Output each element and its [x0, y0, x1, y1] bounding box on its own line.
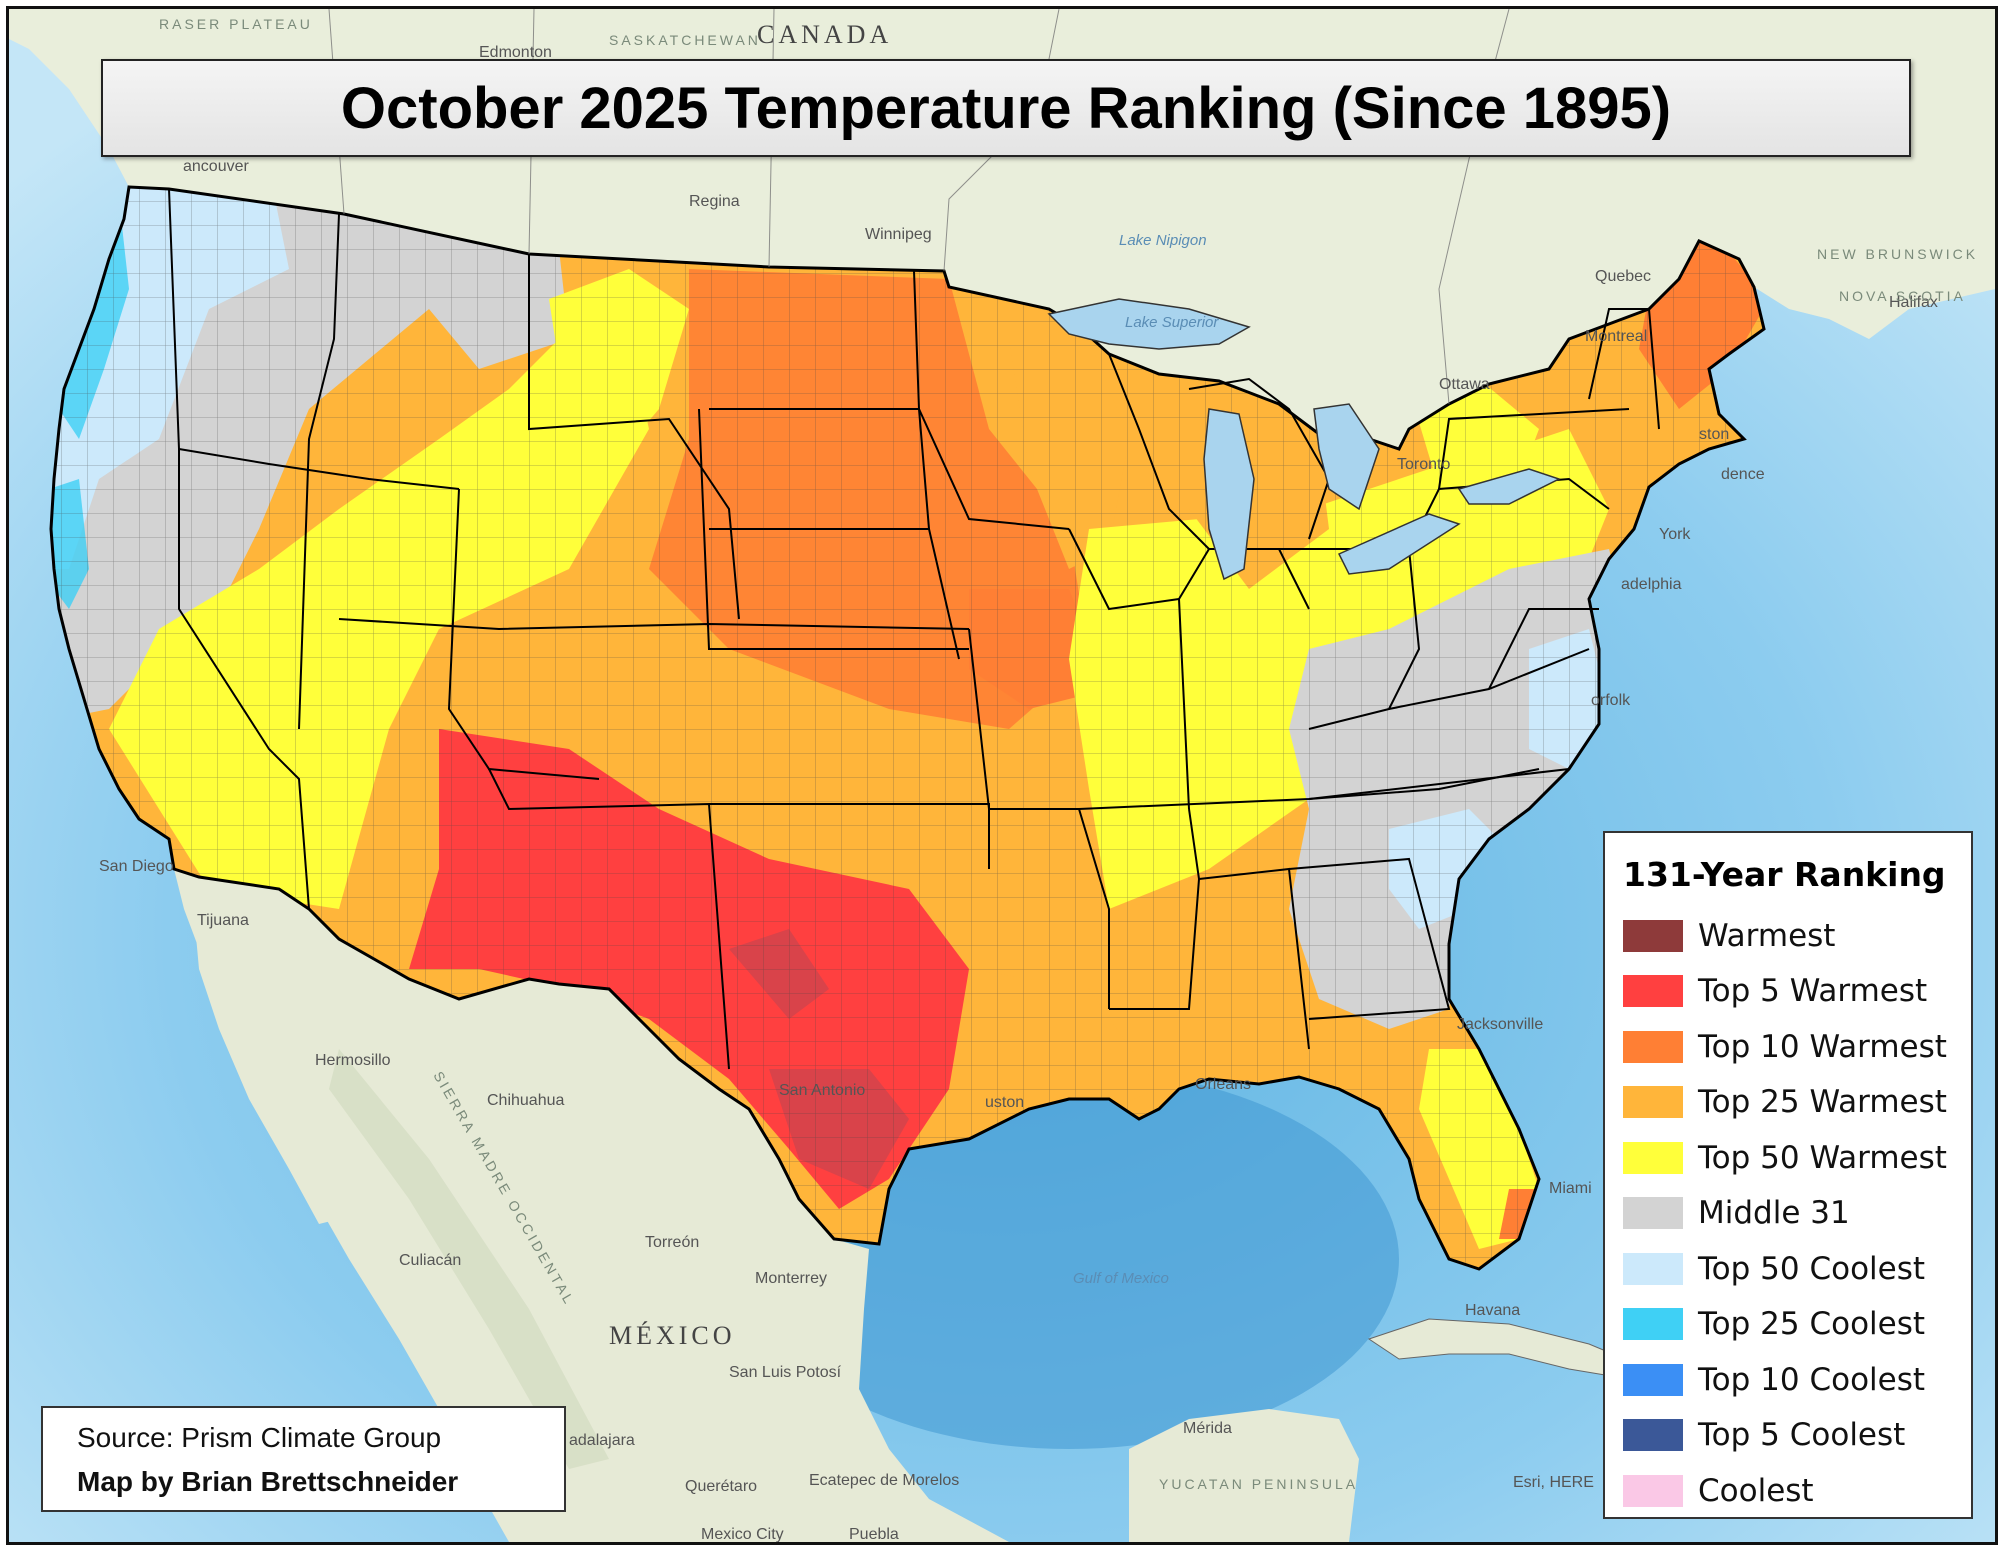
- legend-swatch: [1623, 1030, 1683, 1063]
- label-san-diego: San Diego: [99, 858, 174, 875]
- label-new-york: York: [1659, 526, 1691, 543]
- label-regina: Regina: [689, 193, 740, 210]
- legend-label: Top 5 Coolest: [1698, 1417, 1906, 1454]
- legend-item: Top 25 Coolest: [1623, 1297, 1971, 1353]
- legend-swatch: [1623, 1197, 1683, 1230]
- label-guadalajara: adalajara: [569, 1432, 635, 1449]
- legend: 131-Year Ranking Warmest Top 5 Warmest Top…: [1603, 831, 1973, 1519]
- label-norfolk: orfolk: [1591, 692, 1631, 709]
- legend-item: Middle 31: [1623, 1186, 1971, 1242]
- label-philadelphia: adelphia: [1621, 576, 1682, 593]
- legend-swatch: [1623, 1141, 1683, 1174]
- label-lake-superior: Lake Superior: [1125, 314, 1219, 331]
- label-toronto: Toronto: [1397, 456, 1450, 473]
- lake-huron: [1313, 403, 1380, 511]
- label-puebla: Puebla: [849, 1526, 899, 1542]
- legend-items: Warmest Top 5 Warmest Top 10 Warmest Top 25…: [1623, 908, 1971, 1519]
- label-ecatepec: Ecatepec de Morelos: [809, 1472, 959, 1489]
- lake-erie: [1337, 513, 1461, 575]
- basemap-attribution: Esri, HERE: [1513, 1474, 1594, 1491]
- mexico-land: [174, 869, 1009, 1542]
- label-halifax: Halifax: [1889, 294, 1938, 311]
- legend-swatch: [1623, 1308, 1683, 1341]
- legend-item: Warmest: [1623, 908, 1971, 964]
- legend-item: Top 5 Warmest: [1623, 964, 1971, 1020]
- legend-label: Top 25 Warmest: [1698, 1084, 1947, 1121]
- label-vancouver: ancouver: [183, 158, 249, 175]
- label-culiacan: Culiacán: [399, 1252, 461, 1269]
- gulf-of-mexico-water: [739, 1069, 1399, 1449]
- legend-swatch: [1623, 1086, 1683, 1119]
- baja-california: [194, 914, 339, 1224]
- label-jacksonville: Jacksonville: [1457, 1016, 1543, 1033]
- label-gulf-of-mexico: Gulf of Mexico: [1073, 1270, 1169, 1287]
- label-saskatchewan: SASKATCHEWAN: [609, 32, 761, 48]
- label-mexico-city: Mexico City: [701, 1526, 784, 1542]
- legend-swatch: [1623, 1474, 1683, 1507]
- lake-superior: [1047, 298, 1251, 350]
- legend-swatch: [1623, 1252, 1683, 1285]
- label-havana: Havana: [1465, 1302, 1520, 1319]
- label-canada: CANADA: [757, 20, 892, 49]
- label-quebec: Quebec: [1595, 268, 1651, 285]
- sierra-madre-terrain: [329, 1049, 609, 1469]
- legend-swatch: [1623, 919, 1683, 952]
- label-ottawa: Ottawa: [1439, 376, 1490, 393]
- legend-item: Top 50 Warmest: [1623, 1130, 1971, 1186]
- label-chihuahua: Chihuahua: [487, 1092, 565, 1109]
- label-miami: Miami: [1549, 1180, 1592, 1197]
- credit-box: Source: Prism Climate Group Map by Brian…: [41, 1406, 566, 1512]
- label-torreon: Torreón: [645, 1234, 699, 1251]
- legend-label: Top 10 Warmest: [1698, 1028, 1947, 1065]
- label-providence: dence: [1721, 466, 1765, 483]
- lake-michigan: [1203, 408, 1255, 581]
- legend-item: Coolest: [1623, 1463, 1971, 1519]
- map-frame: CANADA MÉXICO SASKATCHEWAN RASER PLATEAU…: [6, 6, 1998, 1545]
- legend-swatch: [1623, 1419, 1683, 1452]
- legend-item: Top 10 Coolest: [1623, 1352, 1971, 1408]
- label-boston: ston: [1699, 426, 1729, 443]
- legend-label: Top 50 Coolest: [1698, 1250, 1926, 1287]
- legend-label: Top 50 Warmest: [1698, 1139, 1947, 1176]
- legend-label: Top 25 Coolest: [1698, 1306, 1926, 1343]
- label-san-luis-potosi: San Luis Potosí: [729, 1364, 842, 1381]
- legend-swatch: [1623, 1363, 1683, 1396]
- label-hermosillo: Hermosillo: [315, 1052, 391, 1069]
- label-yucatan: YUCATAN PENINSULA: [1159, 1476, 1358, 1492]
- label-montreal: Montreal: [1585, 328, 1647, 345]
- legend-label: Top 5 Warmest: [1698, 973, 1928, 1010]
- label-monterrey: Monterrey: [755, 1270, 827, 1287]
- legend-swatch: [1623, 975, 1683, 1008]
- label-tijuana: Tijuana: [197, 912, 249, 929]
- yucatan-land: [1129, 1409, 1359, 1542]
- legend-label: Middle 31: [1698, 1195, 1850, 1232]
- label-nova-scotia: NOVA SCOTIA: [1839, 288, 1966, 304]
- legend-item: Top 25 Warmest: [1623, 1075, 1971, 1131]
- legend-item: Top 5 Coolest: [1623, 1408, 1971, 1464]
- legend-item: Top 10 Warmest: [1623, 1019, 1971, 1075]
- map-title: October 2025 Temperature Ranking (Since …: [340, 75, 1672, 141]
- label-edmonton: Edmonton: [479, 44, 552, 61]
- legend-label: Coolest: [1698, 1472, 1814, 1509]
- legend-item: Top 50 Coolest: [1623, 1241, 1971, 1297]
- great-lakes: [1047, 298, 1561, 581]
- legend-title: 131-Year Ranking: [1623, 855, 1946, 894]
- map-title-box: October 2025 Temperature Ranking (Since …: [101, 59, 1911, 157]
- label-lake-nipigon: Lake Nipigon: [1119, 232, 1207, 249]
- label-san-antonio: San Antonio: [779, 1082, 865, 1099]
- author-credit: Map by Brian Brettschneider: [77, 1466, 459, 1497]
- label-mexico: MÉXICO: [609, 1321, 736, 1350]
- label-merida: Mérida: [1183, 1420, 1232, 1437]
- legend-label: Top 10 Coolest: [1698, 1361, 1926, 1398]
- label-queretaro: Querétaro: [685, 1478, 757, 1495]
- label-houston: uston: [985, 1094, 1024, 1111]
- legend-label: Warmest: [1698, 917, 1836, 954]
- source-credit: Source: Prism Climate Group: [77, 1422, 442, 1453]
- label-new-brunswick: NEW BRUNSWICK: [1817, 246, 1978, 262]
- lake-ontario: [1457, 468, 1561, 505]
- label-fraser-plateau: RASER PLATEAU: [159, 16, 313, 32]
- label-orleans: Orleans: [1195, 1076, 1251, 1093]
- us-outline: [49, 185, 1766, 1271]
- label-winnipeg: Winnipeg: [865, 226, 932, 243]
